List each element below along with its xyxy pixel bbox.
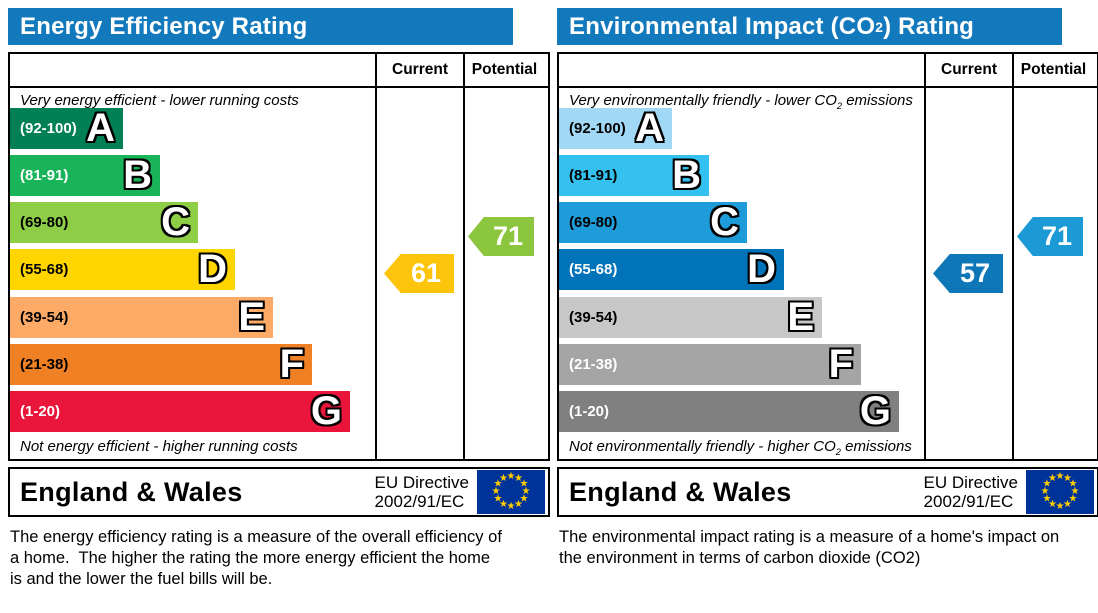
band-range-label: (55-68) xyxy=(569,261,618,278)
region-footer: England & Wales EU Directive 2002/91/EC … xyxy=(8,467,550,517)
current-rating-arrow: 57 xyxy=(933,254,1003,293)
region-name: England & Wales xyxy=(569,476,792,507)
potential-column-divider xyxy=(1012,54,1014,459)
band-letter: F xyxy=(279,342,304,386)
band-g: (1-20) G xyxy=(559,391,899,432)
potential-rating-value: 71 xyxy=(1041,221,1073,251)
band-letter: B xyxy=(672,153,701,197)
current-column-header: Current xyxy=(392,61,448,78)
band-letter: E xyxy=(787,295,814,339)
region-name: England & Wales xyxy=(20,476,243,507)
caption-text: Not environmentally friendly - higher CO xyxy=(569,438,836,455)
caption-text-suffix: emissions xyxy=(840,438,912,455)
environmental-impact-panel: Environmental Impact (CO 2) Rating Curren… xyxy=(549,0,1098,590)
current-column-header: Current xyxy=(941,61,997,78)
header-row-divider xyxy=(559,86,1097,88)
region-footer: England & Wales EU Directive 2002/91/EC … xyxy=(557,467,1098,517)
energy-efficiency-title: Energy Efficiency Rating xyxy=(8,8,513,45)
current-column-divider xyxy=(375,54,377,459)
band-letter: C xyxy=(161,200,190,244)
environmental-rating-table: Current Potential Very environmentally f… xyxy=(557,52,1098,461)
top-caption: Very energy efficient - lower running co… xyxy=(20,92,299,109)
eu-directive-line1: EU Directive xyxy=(923,472,1018,492)
band-range-label: (92-100) xyxy=(569,120,626,137)
epc-ratings-page: Energy Efficiency Rating Current Potenti… xyxy=(0,0,1098,590)
potential-column-header: Potential xyxy=(1020,61,1087,78)
band-b: (81-91) B xyxy=(10,155,160,196)
band-letter: F xyxy=(828,342,853,386)
eu-flag-icon: ★ ★ ★ ★ ★ ★ ★ ★ ★ ★ ★ ★ xyxy=(1026,470,1094,514)
title-text: Environmental Impact (CO xyxy=(569,12,876,40)
band-range-label: (21-38) xyxy=(20,356,69,373)
band-range-label: (55-68) xyxy=(20,261,69,278)
band-range-label: (69-80) xyxy=(569,214,618,231)
band-letter: A xyxy=(86,106,115,150)
title-text: Energy Efficiency Rating xyxy=(20,12,308,40)
current-rating-arrow: 61 xyxy=(384,254,454,293)
band-c: (69-80) C xyxy=(10,202,198,243)
band-a: (92-100) A xyxy=(10,108,123,149)
band-letter: G xyxy=(310,389,342,433)
band-letter: E xyxy=(238,295,265,339)
band-d: (55-68) D xyxy=(10,249,235,290)
bottom-caption: Not environmentally friendly - higher CO… xyxy=(569,438,912,457)
band-g: (1-20) G xyxy=(10,391,350,432)
band-letter: G xyxy=(859,389,891,433)
band-range-label: (69-80) xyxy=(20,214,69,231)
current-column-divider xyxy=(924,54,926,459)
potential-column-header: Potential xyxy=(471,61,538,78)
caption-text: Not energy efficient - higher running co… xyxy=(20,438,298,455)
band-range-label: (21-38) xyxy=(569,356,618,373)
band-range-label: (92-100) xyxy=(20,120,77,137)
band-range-label: (81-91) xyxy=(20,167,69,184)
eu-directive-line2: 2002/91/EC xyxy=(923,492,1014,511)
current-rating-value: 61 xyxy=(410,258,442,288)
title-text-suffix: ) Rating xyxy=(883,12,975,40)
caption-text: Very energy efficient - lower running co… xyxy=(20,92,299,109)
eu-directive-line2: 2002/91/EC xyxy=(374,492,465,511)
band-e: (39-54) E xyxy=(559,297,822,338)
caption-subscript: 2 xyxy=(835,447,841,457)
band-f: (21-38) F xyxy=(10,344,312,385)
potential-rating-arrow: 71 xyxy=(468,217,534,256)
band-range-label: (1-20) xyxy=(20,403,61,420)
band-d: (55-68) D xyxy=(559,249,784,290)
potential-column-divider xyxy=(463,54,465,459)
band-letter: B xyxy=(123,153,152,197)
caption-text: Very environmentally friendly - lower CO xyxy=(569,92,837,109)
caption-text-suffix: emissions xyxy=(842,92,913,109)
band-letter: D xyxy=(747,247,776,291)
current-rating-value: 57 xyxy=(959,258,991,288)
potential-rating-value: 71 xyxy=(492,221,524,251)
band-letter: A xyxy=(635,106,664,150)
band-b: (81-91) B xyxy=(559,155,709,196)
environmental-description: The environmental impact rating is a mea… xyxy=(559,528,1064,568)
band-letter: D xyxy=(198,247,227,291)
eu-directive-text: EU Directive 2002/91/EC xyxy=(375,473,477,511)
band-f: (21-38) F xyxy=(559,344,861,385)
eu-flag-icon: ★ ★ ★ ★ ★ ★ ★ ★ ★ ★ ★ ★ xyxy=(477,470,545,514)
band-range-label: (39-54) xyxy=(569,309,618,326)
energy-rating-table: Current Potential Very energy efficient … xyxy=(8,52,550,461)
band-range-label: (81-91) xyxy=(569,167,618,184)
top-caption: Very environmentally friendly - lower CO… xyxy=(569,92,913,111)
band-c: (69-80) C xyxy=(559,202,747,243)
band-e: (39-54) E xyxy=(10,297,273,338)
environmental-impact-title: Environmental Impact (CO 2) Rating xyxy=(557,8,1062,45)
band-letter: C xyxy=(710,200,739,244)
energy-efficiency-panel: Energy Efficiency Rating Current Potenti… xyxy=(0,0,550,590)
band-range-label: (1-20) xyxy=(569,403,610,420)
potential-rating-arrow: 71 xyxy=(1017,217,1083,256)
band-range-label: (39-54) xyxy=(20,309,69,326)
eu-directive-line1: EU Directive xyxy=(374,472,469,492)
eu-directive-text: EU Directive 2002/91/EC xyxy=(924,473,1026,511)
energy-description: The energy efficiency rating is a measur… xyxy=(10,528,507,589)
caption-subscript: 2 xyxy=(836,101,843,111)
bottom-caption: Not energy efficient - higher running co… xyxy=(20,438,298,455)
band-a: (92-100) A xyxy=(559,108,672,149)
header-row-divider xyxy=(10,86,548,88)
